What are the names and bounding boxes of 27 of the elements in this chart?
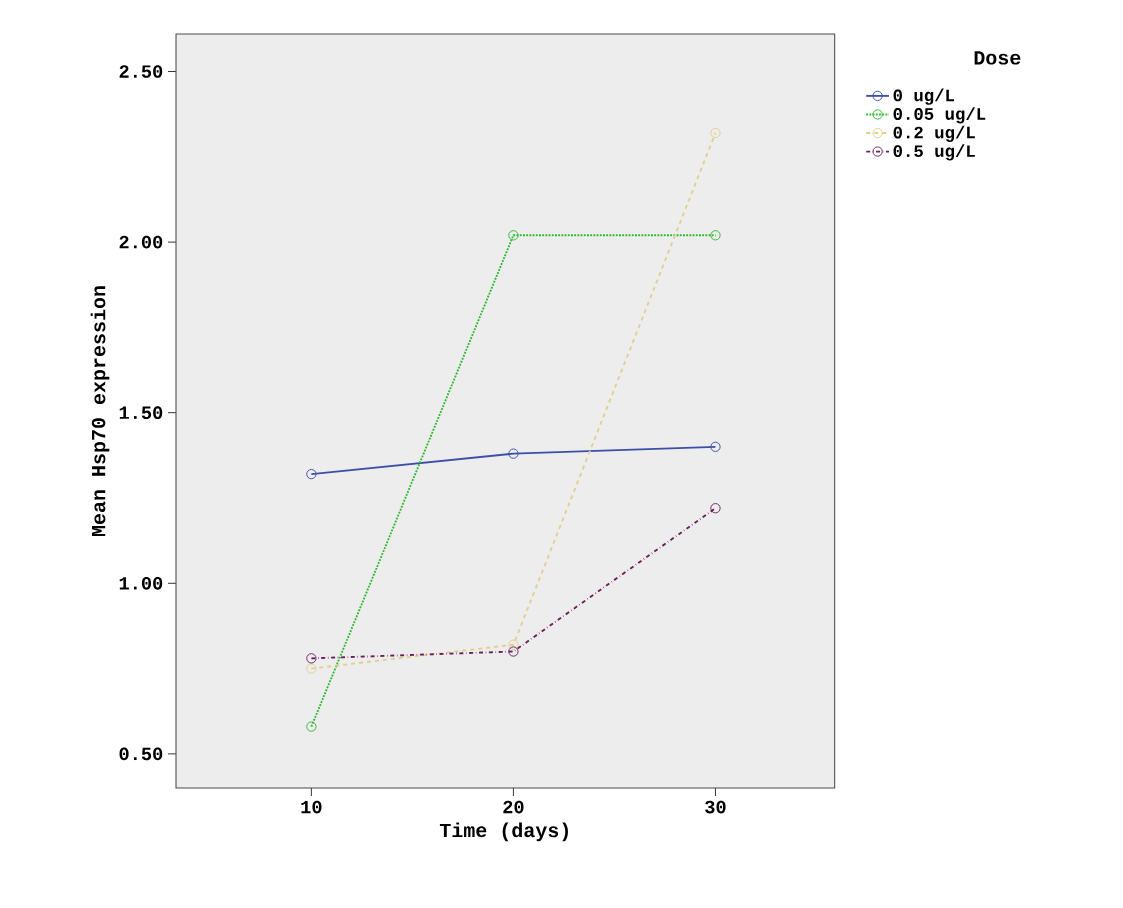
point — [306, 468, 317, 480]
point — [508, 646, 519, 657]
y-axis-title: Mean Hsp70 expression — [90, 286, 110, 537]
point — [306, 663, 317, 674]
point — [710, 503, 721, 514]
point — [508, 448, 519, 459]
legend-label: 0.5 ug/L — [893, 144, 975, 161]
x-axis-title: Time (days) — [439, 822, 568, 842]
point — [306, 653, 317, 664]
legend-title: Dose — [974, 51, 1021, 65]
y-tick-label: 1.50 — [119, 406, 163, 420]
legend-label: 0.05 ug/L — [893, 107, 986, 124]
point — [710, 127, 721, 139]
y-tick-label: 1.00 — [119, 576, 163, 590]
y-tick-label: 2.50 — [119, 65, 163, 78]
point — [710, 230, 721, 241]
x-tick-label: 10 — [301, 800, 322, 814]
x-tick-label: 30 — [705, 800, 726, 814]
point — [306, 721, 317, 732]
point — [710, 441, 721, 452]
y-tick-label: 0.50 — [119, 747, 163, 761]
point — [508, 230, 519, 241]
legend-label: 0.2 ug/L — [893, 125, 975, 142]
legend-label: 0 ug/L — [893, 88, 955, 105]
y-tick-label: 2.00 — [119, 235, 163, 249]
point — [508, 639, 519, 650]
x-tick-label: 20 — [503, 800, 524, 814]
